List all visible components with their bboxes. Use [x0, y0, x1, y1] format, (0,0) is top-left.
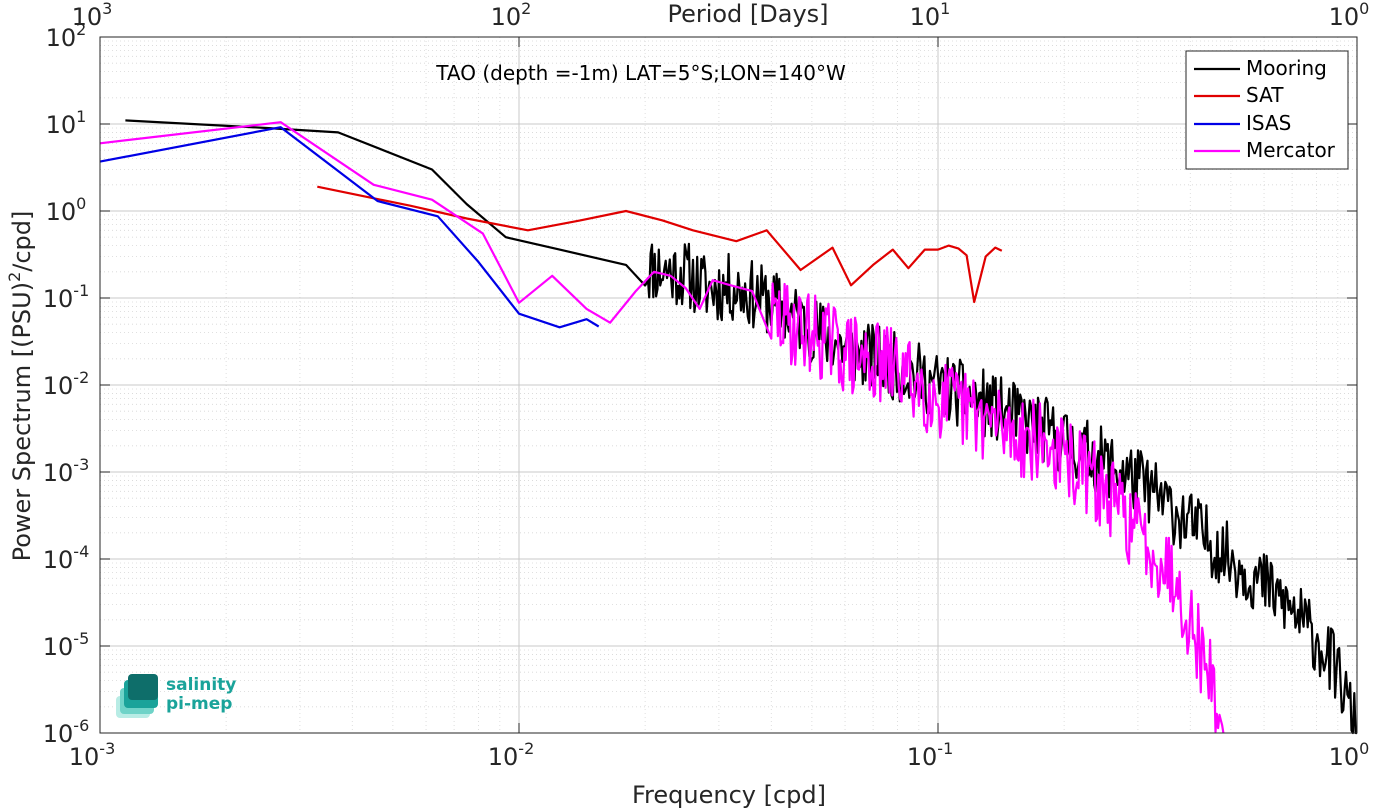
x-tick-label: 100 — [1329, 739, 1370, 771]
y-tick-label-exponent: -4 — [73, 542, 89, 561]
y-tick-label: 10-6 — [43, 716, 90, 748]
top-tick-label-exponent: 1 — [940, 0, 950, 18]
y-tick-label-exponent: -6 — [73, 716, 89, 735]
x-tick-label-exponent: -2 — [518, 739, 534, 758]
y-tick-label-base: 10 — [46, 24, 77, 52]
y-axis-label-main: Power Spectrum [(PSU) — [8, 282, 36, 561]
logo-waves-icon — [116, 674, 158, 718]
y-tick-label: 102 — [46, 20, 87, 52]
top-tick-label: 103 — [72, 0, 113, 31]
legend-label-mercator: Mercator — [1246, 138, 1336, 162]
x-tick-label-base: 10 — [488, 743, 519, 771]
x-tick-label-base: 10 — [907, 743, 938, 771]
y-tick-label: 10-3 — [43, 455, 90, 487]
y-tick-label: 10-5 — [43, 629, 90, 661]
legend-label-sat: SAT — [1246, 83, 1284, 107]
y-tick-label-base: 10 — [43, 546, 74, 574]
y-tick-label-base: 10 — [46, 111, 77, 139]
top-tick-label: 100 — [1329, 0, 1370, 31]
y-tick-label-exponent: -2 — [73, 368, 89, 387]
y-tick-label: 10-4 — [43, 542, 90, 574]
top-axis-label: Period [Days] — [667, 0, 828, 28]
y-tick-label-exponent: -3 — [73, 455, 89, 474]
y-tick-label-base: 10 — [43, 720, 74, 748]
y-tick-label-exponent: 2 — [76, 20, 86, 39]
series-line-mooring — [125, 119, 1357, 735]
y-tick-label-base: 10 — [43, 633, 74, 661]
x-tick-label-base: 10 — [1329, 743, 1360, 771]
y-tick-label-base: 10 — [46, 198, 77, 226]
legend-label-mooring: Mooring — [1246, 56, 1327, 80]
y-tick-label: 100 — [46, 194, 87, 226]
logo-text-line2: pi-mep — [166, 694, 233, 714]
y-tick-label-exponent: 0 — [76, 194, 86, 213]
y-tick-label-base: 10 — [43, 285, 74, 313]
x-tick-label-exponent: -3 — [99, 739, 115, 758]
logo-text-line1: salinity — [166, 675, 237, 695]
top-tick-label: 101 — [910, 0, 951, 31]
y-tick-label: 10-1 — [43, 281, 90, 313]
x-axis-label: Frequency [cpd] — [632, 781, 826, 809]
x-tick-label-base: 10 — [69, 743, 100, 771]
y-axis-label-tail: /cpd] — [8, 211, 36, 272]
top-tick-label-base: 10 — [491, 3, 522, 31]
x-tick-label-exponent: 0 — [1359, 739, 1369, 758]
legend-box — [1185, 50, 1349, 170]
y-tick-label-base: 10 — [43, 372, 74, 400]
x-tick-label: 10-2 — [488, 739, 535, 771]
x-tick-label: 10-1 — [907, 739, 954, 771]
y-tick-label-base: 10 — [43, 459, 74, 487]
chart-title: TAO (depth =-1m) LAT=5°S;LON=140°W — [435, 61, 846, 85]
grid — [99, 36, 1358, 734]
y-axis-label-sup: 2 — [5, 272, 24, 282]
series-lines — [99, 119, 1357, 735]
y-axis-label: Power Spectrum [(PSU)2/cpd] — [5, 211, 36, 562]
y-tick-label: 101 — [46, 107, 87, 139]
y-tick-label-exponent: 1 — [76, 107, 86, 126]
series-line-sat — [317, 185, 1003, 304]
series-line-mercator — [99, 121, 1225, 734]
top-tick-label-exponent: 3 — [102, 0, 112, 18]
top-tick-label-exponent: 2 — [521, 0, 531, 18]
axis-ticks — [99, 36, 1358, 734]
x-tick-label-exponent: -1 — [937, 739, 953, 758]
top-tick-label-exponent: 0 — [1359, 0, 1369, 18]
y-tick-label-exponent: -1 — [73, 281, 89, 300]
top-tick-label-base: 10 — [910, 3, 941, 31]
x-tick-label: 10-3 — [69, 739, 116, 771]
legend-label-isas: ISAS — [1246, 111, 1291, 135]
top-tick-label-base: 10 — [72, 3, 103, 31]
salinity-pi-mep-logo: salinity pi-mep — [114, 672, 254, 722]
y-tick-label-exponent: -5 — [73, 629, 89, 648]
top-tick-label: 102 — [491, 0, 532, 31]
legend: Mooring SAT ISAS Mercator — [1185, 50, 1349, 170]
y-tick-label: 10-2 — [43, 368, 90, 400]
top-tick-label-base: 10 — [1329, 3, 1360, 31]
series-line-isas — [99, 126, 600, 329]
